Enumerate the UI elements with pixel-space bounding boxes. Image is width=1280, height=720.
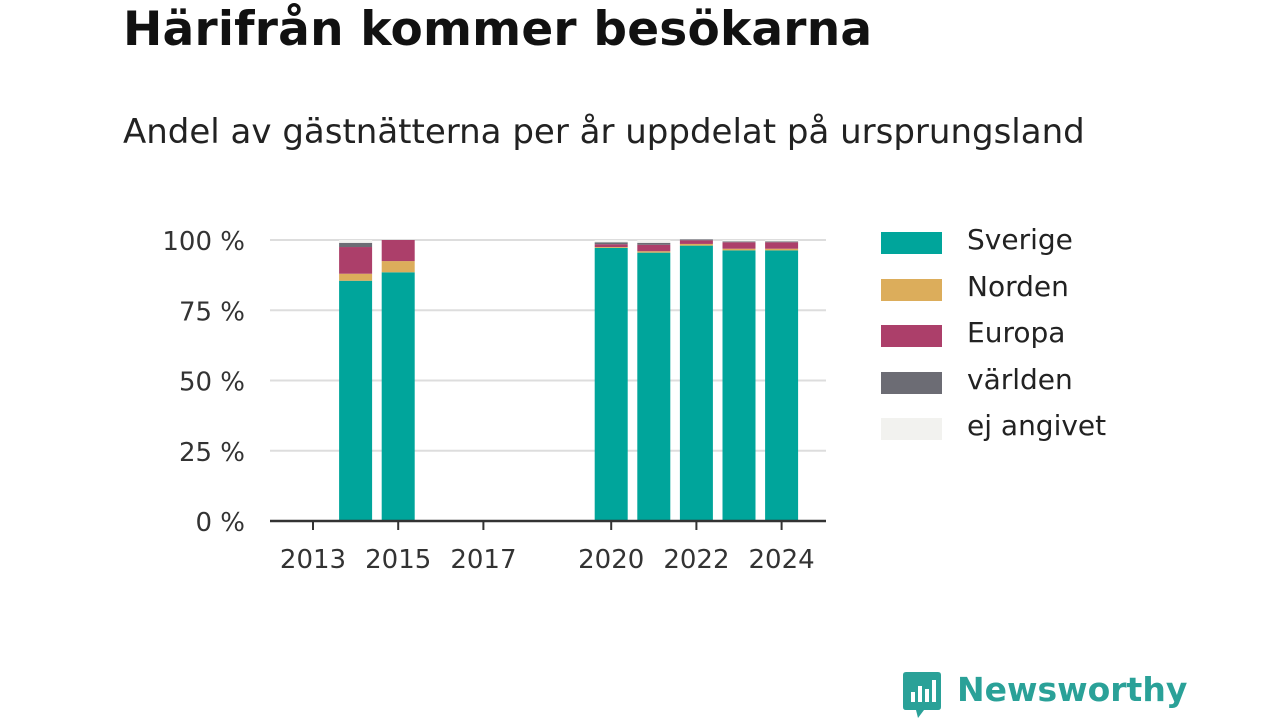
legend-label: Sverige bbox=[967, 223, 1073, 256]
bar-segment-sverige-2014 bbox=[339, 280, 373, 521]
bar-segment-sverige-2020 bbox=[594, 247, 628, 522]
x-tick-label: 2013 bbox=[280, 545, 346, 575]
x-tick-label: 2020 bbox=[578, 545, 644, 575]
bar-segment-ej-angivet-2024 bbox=[765, 240, 799, 242]
bar-segment-norden-2020 bbox=[594, 247, 628, 248]
x-tick-label: 2024 bbox=[749, 545, 815, 575]
chart-subtitle: Andel av gästnätterna per år uppdelat på… bbox=[123, 112, 1085, 152]
bar-segment-europa-2015 bbox=[381, 240, 415, 262]
bar-segment-världen-2014 bbox=[339, 242, 373, 248]
bar-segment-norden-2023 bbox=[722, 248, 756, 251]
legend-swatch bbox=[881, 278, 942, 301]
bar-segment-ej-angivet-2014 bbox=[339, 240, 373, 243]
legend-swatch bbox=[881, 232, 942, 254]
bar-segment-sverige-2024 bbox=[765, 250, 799, 521]
legend-swatch bbox=[881, 371, 942, 394]
bar-segment-ej-angivet-2021 bbox=[637, 240, 671, 243]
x-tick-label: 2015 bbox=[365, 545, 431, 575]
y-tick-label: 100 % bbox=[162, 227, 245, 257]
y-tick-label: 0 % bbox=[195, 508, 245, 538]
bar-segment-sverige-2015 bbox=[381, 272, 415, 521]
legend-label: Europa bbox=[967, 316, 1066, 349]
bar-segment-europa-2023 bbox=[722, 242, 756, 249]
x-tick-label: 2022 bbox=[663, 545, 729, 575]
chart-title: Härifrån kommer besökarna bbox=[123, 2, 873, 57]
bar-segment-europa-2020 bbox=[594, 244, 628, 248]
y-tick-label: 75 % bbox=[179, 297, 245, 327]
bar-segment-europa-2024 bbox=[765, 242, 799, 249]
y-tick-label: 50 % bbox=[179, 368, 245, 398]
bar-segment-sverige-2023 bbox=[722, 250, 756, 521]
bar-segment-norden-2014 bbox=[339, 273, 373, 281]
bar-segment-ej-angivet-2023 bbox=[722, 240, 756, 242]
legend-label: ej angivet bbox=[967, 409, 1107, 442]
legend-label: världen bbox=[967, 362, 1073, 396]
legend-swatch bbox=[881, 325, 942, 347]
bar-segment-sverige-2021 bbox=[637, 252, 671, 521]
bar-segment-norden-2021 bbox=[637, 251, 671, 253]
bar-segment-världen-2021 bbox=[637, 242, 671, 245]
bar-segment-europa-2022 bbox=[679, 240, 713, 244]
bar-segment-norden-2024 bbox=[765, 248, 799, 251]
bar-segment-världen-2020 bbox=[594, 242, 628, 245]
x-tick-label: 2017 bbox=[450, 545, 516, 575]
bar-segment-världen-2023 bbox=[722, 241, 756, 243]
bar-segment-ej-angivet-2020 bbox=[594, 240, 628, 243]
bar-segment-sverige-2022 bbox=[679, 245, 713, 521]
legend-swatch bbox=[881, 418, 942, 440]
bar-segment-europa-2014 bbox=[339, 247, 373, 274]
y-tick-label: 25 % bbox=[179, 438, 245, 468]
bar-segment-världen-2024 bbox=[765, 241, 799, 243]
legend-label: Norden bbox=[967, 269, 1069, 303]
bar-segment-norden-2022 bbox=[679, 243, 713, 246]
newsworthy-logo-icon bbox=[903, 672, 941, 718]
bar-segment-norden-2015 bbox=[381, 261, 415, 273]
bar-segment-världen-2022 bbox=[679, 239, 713, 241]
newsworthy-logo-text: Newsworthy bbox=[957, 670, 1188, 709]
bar-segment-europa-2021 bbox=[637, 244, 671, 252]
